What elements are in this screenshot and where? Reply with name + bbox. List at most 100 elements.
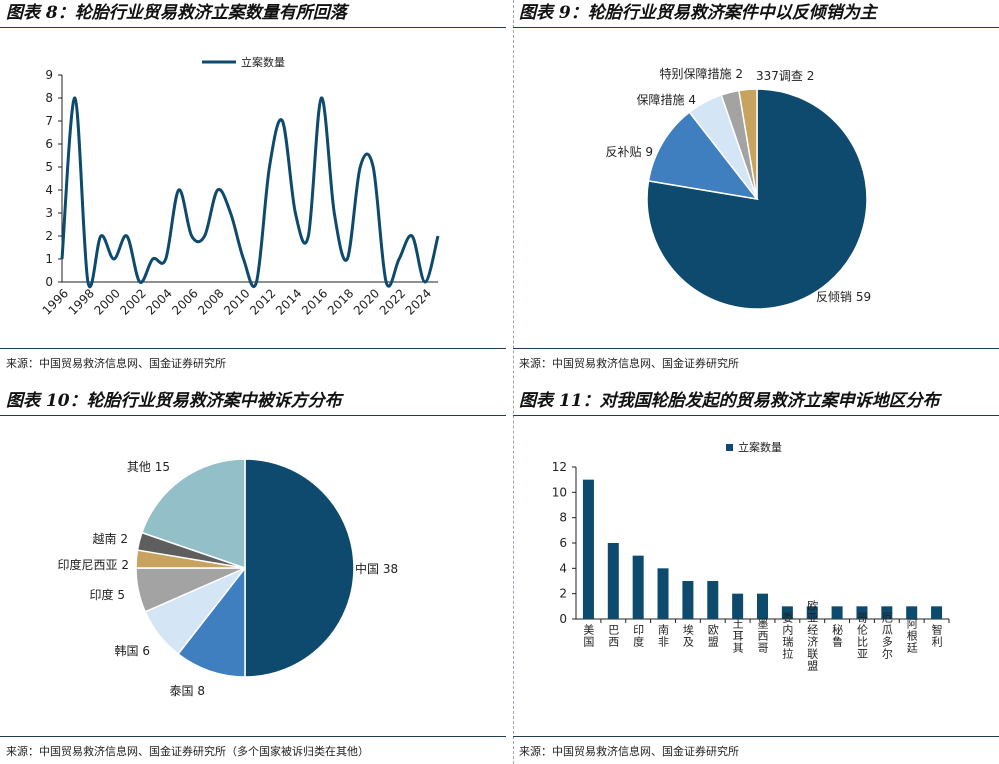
x-tick-label-墨西哥: 墨西哥	[756, 618, 769, 654]
slice-label-反倾销: 反倾销 59	[816, 290, 871, 304]
source-rule	[513, 348, 999, 349]
pie-slice-337调查	[738, 88, 758, 200]
y-tick-label: 2	[45, 229, 53, 243]
x-tick-label: 2006	[169, 286, 200, 317]
series-line-立案数量	[60, 96, 440, 288]
slice-label-泰国: 泰国 8	[170, 684, 205, 698]
bar-委内瑞拉	[781, 606, 793, 619]
bar-厄瓜多尔	[881, 606, 893, 619]
title-rule	[513, 27, 999, 28]
x-tick-label: 2018	[325, 286, 356, 317]
bar-墨西哥	[757, 593, 768, 619]
y-tick-label: 4	[559, 561, 567, 575]
source-rule	[0, 736, 506, 737]
chart-10-svg: 中国 38 泰国 8 韩国 6 印度 5 印度尼西亚 2 越南 2 其他 15	[58, 458, 398, 698]
bar-欧亚经济联盟	[806, 606, 818, 619]
x-tick-label-埃及: 埃及	[681, 623, 694, 648]
slice-label-其他: 其他 15	[127, 460, 170, 474]
chart-8-svg: 立案数量012345678919961998200020022004200620…	[40, 55, 440, 318]
slice-label-印度: 印度 5	[90, 587, 125, 602]
y-tick-label: 2	[559, 587, 567, 601]
slice-label-中国: 中国 38	[355, 561, 398, 576]
y-tick-label: 9	[45, 68, 53, 82]
pie-slice-反补贴	[647, 111, 759, 201]
panel-figure-8: 图表 8：轮胎行业贸易救济立案数量有所回落 立案数量 0 1 2 3 4 5 6 7 8 9 1996…	[0, 0, 506, 382]
x-tick-label-厄瓜多尔: 厄瓜多尔	[880, 612, 893, 660]
x-tick-label-南非: 南非	[657, 624, 670, 648]
bar-智利	[931, 606, 943, 619]
figure-8-title: 图表 8：轮胎行业贸易救济立案数量有所回落	[6, 3, 347, 23]
pie-slice-泰国	[176, 565, 246, 678]
legend-label: 立案数量	[738, 440, 782, 454]
x-tick-label: 2004	[143, 286, 174, 317]
x-tick-label: 1996	[40, 286, 71, 317]
title-rule	[0, 415, 506, 416]
x-tick-label: 2002	[117, 286, 148, 317]
column-divider	[513, 0, 514, 764]
y-tick-label: 1	[45, 252, 53, 266]
x-tick-label-秘鲁: 秘鲁	[831, 623, 844, 648]
y-tick-label: 3	[45, 206, 53, 220]
bar-土耳其	[732, 593, 744, 619]
x-tick-label-巴西: 巴西	[607, 624, 620, 648]
x-tick-label: 2000	[91, 286, 122, 317]
slice-label-越南: 越南 2	[93, 531, 128, 546]
slice-label-保障措施: 保障措施 4	[637, 92, 696, 107]
slice-label-特别保障措施: 特别保障措施 2	[660, 66, 743, 81]
x-tick-label-土耳其: 土耳其	[731, 618, 744, 654]
slice-label-韩国: 韩国 6	[115, 643, 150, 658]
figure-11-title: 图表 11：对我国轮胎发起的贸易救济立案申诉地区分布	[519, 391, 940, 411]
x-tick-label: 2016	[299, 286, 330, 317]
title-rule	[513, 415, 999, 416]
chart-9-svg: 反倾销 59 反补贴 9 保障措施 4 特别保障措施 2 337调查 2	[606, 66, 871, 310]
figure-9-source: 来源：中国贸易救济信息网、国金证券研究所	[519, 357, 739, 370]
y-tick-label: 7	[45, 114, 53, 128]
source-rule	[0, 348, 506, 349]
x-tick-label-欧亚经济联盟: 欧亚经济联盟	[806, 600, 819, 672]
y-tick-label: 0	[559, 612, 567, 626]
x-tick-label: 2008	[195, 286, 226, 317]
pie-slice-中国	[244, 458, 355, 678]
bar-哥伦比亚	[856, 606, 868, 619]
x-tick-label: 1998	[66, 286, 97, 317]
figure-11-source: 来源：中国贸易救济信息网、国金证券研究所	[519, 745, 739, 758]
panel-figure-10: 图表 10：轮胎行业贸易救济案中被诉方分布 中国 38 泰国 8 韩国 6 印度 5 印…	[0, 388, 506, 764]
figure-8-source: 来源：中国贸易救济信息网、国金证券研究所	[6, 357, 226, 370]
y-tick-label: 10	[552, 485, 567, 499]
y-tick-label: 8	[559, 511, 567, 525]
bar-南非	[657, 568, 669, 619]
bar-美国	[582, 479, 594, 619]
y-tick-label: 12	[552, 460, 567, 474]
x-tick-label-智利: 智利	[930, 623, 943, 648]
y-tick-label: 6	[559, 536, 567, 550]
figure-10-source: 来源：中国贸易救济信息网、国金证券研究所（多个国家被诉归类在其他）	[6, 745, 369, 758]
legend-label: 立案数量	[241, 55, 285, 69]
y-tick-label: 4	[45, 183, 53, 197]
title-rule	[0, 27, 506, 28]
bar-秘鲁	[831, 606, 843, 619]
panel-figure-11: 图表 11：对我国轮胎发起的贸易救济立案申诉地区分布 立案数量 0 2 4 6 8 10 12…	[513, 388, 999, 764]
slice-label-337调查: 337调查 2	[756, 69, 814, 83]
bar-巴西	[607, 543, 619, 619]
y-tick-label: 5	[45, 160, 53, 174]
x-tick-label-印度: 印度	[632, 624, 645, 648]
chart-11-svg: 立案数量 0 2 4 6 8 10 12 美国 巴西 印度 南非 埃及 欧盟 土耳其 墨西哥 委内瑞拉 欧亚经济联…	[552, 440, 950, 672]
figure-10-title: 图表 10：轮胎行业贸易救济案中被诉方分布	[6, 391, 342, 411]
slice-label-反补贴: 反补贴 9	[606, 145, 653, 159]
x-tick-label-委内瑞拉: 委内瑞拉	[781, 612, 794, 660]
bar-阿根廷	[906, 606, 918, 619]
source-rule	[513, 736, 999, 737]
x-tick-label: 2020	[351, 286, 382, 317]
pie-slice-其他	[140, 458, 246, 570]
y-tick-label: 8	[45, 91, 53, 105]
x-tick-label-欧盟: 欧盟	[706, 624, 719, 648]
x-tick-label: 2024	[403, 286, 434, 317]
x-tick-label: 2010	[221, 286, 252, 317]
x-tick-label: 2014	[273, 286, 304, 317]
x-tick-label: 2012	[247, 286, 278, 317]
bar-印度	[632, 555, 644, 619]
x-tick-label-阿根廷: 阿根廷	[905, 618, 918, 654]
x-tick-label-美国: 美国	[582, 624, 595, 648]
x-tick-label: 2022	[377, 286, 408, 317]
bar-埃及	[682, 581, 694, 619]
